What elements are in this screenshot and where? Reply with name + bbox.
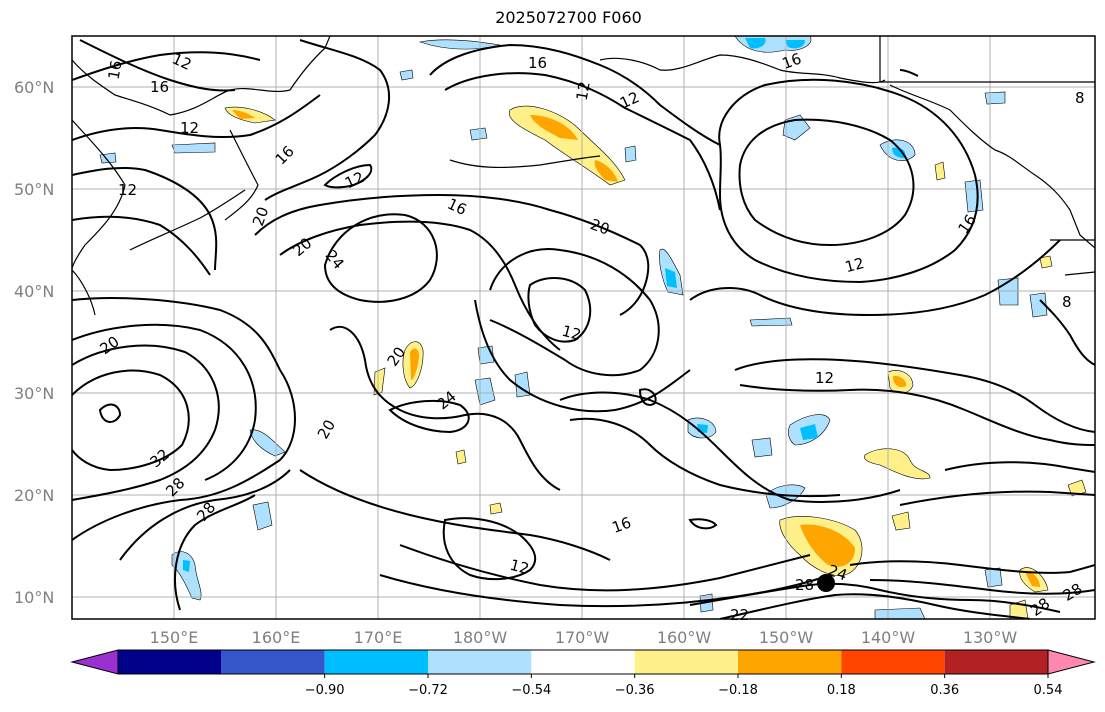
colorbar-extend-right — [1047, 649, 1096, 675]
contour-label: 20 — [314, 417, 339, 443]
colorbar: −0.90−0.72−0.54−0.36−0.180.180.360.540.7… — [70, 649, 1096, 698]
colorbar-cell — [634, 650, 738, 674]
contour-label: 12 — [573, 80, 594, 102]
contour-label: 16 — [105, 59, 126, 81]
map-frame — [71, 35, 1096, 620]
lat-label: 50°N — [14, 180, 54, 199]
lon-label: 160°W — [657, 628, 712, 647]
colorbar-tick-label: −0.72 — [408, 683, 448, 698]
contour-label: 22 — [730, 606, 749, 624]
colorbar-tick-label: −0.90 — [305, 683, 345, 698]
positive-shading — [224, 105, 1087, 619]
contour-label: 28 — [795, 576, 814, 594]
colorbar-tick-label: −0.18 — [718, 683, 758, 698]
lon-label: 150°E — [150, 628, 199, 647]
coastlines — [72, 36, 1095, 316]
contour-label: 16 — [528, 54, 547, 72]
contour-label: 28 — [193, 499, 219, 525]
map-plot — [72, 36, 1095, 619]
contour-label: 16 — [780, 49, 804, 72]
lon-label: 140°W — [861, 628, 916, 647]
lat-label: 60°N — [14, 78, 54, 97]
contour-label: 12 — [180, 119, 199, 137]
lon-label: 150°W — [759, 628, 814, 647]
location-marker — [817, 574, 835, 592]
colorbar-cell — [428, 650, 532, 674]
contour-label: 24 — [434, 387, 460, 413]
colorbar-cell — [841, 650, 945, 674]
colorbar-cell — [738, 650, 842, 674]
negative-shading — [99, 36, 1048, 619]
contour-label: 24 — [826, 561, 850, 584]
contour-label: 12 — [118, 181, 137, 199]
colorbar-tick-label: 0.18 — [827, 683, 856, 698]
lon-label: 170°E — [354, 628, 403, 647]
contour-label: 16 — [610, 513, 634, 536]
contour-label: 8 — [1062, 293, 1072, 311]
contour-label: 12 — [508, 556, 531, 578]
colorbar-tick-label: 0.54 — [1034, 683, 1063, 698]
colorbar-tick-label: 0.36 — [930, 683, 959, 698]
lon-label: 180°W — [453, 628, 508, 647]
contour-label: 8 — [1075, 89, 1085, 107]
lat-label: 20°N — [14, 486, 54, 505]
lat-label: 30°N — [14, 384, 54, 403]
colorbar-cell — [221, 650, 325, 674]
contour-label: 28 — [1027, 594, 1053, 620]
contour-label: 32 — [147, 445, 173, 471]
lon-label: 160°E — [252, 628, 301, 647]
contour-label: 12 — [560, 322, 583, 344]
contour-label: 12 — [815, 369, 834, 387]
contour-label: 20 — [588, 215, 612, 238]
lon-label: 170°W — [555, 628, 610, 647]
contour-label: 16 — [445, 195, 470, 219]
colorbar-cell — [531, 650, 635, 674]
contour-label: 12 — [843, 254, 866, 276]
contour-label: 20 — [97, 332, 123, 358]
lat-label: 40°N — [14, 282, 54, 301]
contour-label: 16 — [150, 78, 169, 96]
contour-label: 16 — [272, 142, 298, 168]
contour-label: 28 — [1060, 580, 1086, 605]
longitude-labels: 150°E 160°E 170°E 180°W 170°W 160°W 150°… — [150, 628, 1018, 647]
contour-label: 20 — [249, 204, 272, 228]
map-gridlines — [72, 36, 1095, 619]
latitude-labels: 60°N 50°N 40°N 30°N 20°N 10°N — [14, 78, 54, 607]
map-title: 2025072700 F060 — [495, 8, 642, 27]
contour-label: 12 — [617, 88, 642, 112]
colorbar-cell — [324, 650, 428, 674]
colorbar-tick-label: −0.54 — [511, 683, 551, 698]
colorbar-cell — [118, 650, 222, 674]
lon-label: 130°W — [963, 628, 1018, 647]
lat-label: 10°N — [14, 588, 54, 607]
colorbar-cell — [944, 650, 1048, 674]
colorbar-tick-label: −0.36 — [615, 683, 655, 698]
contour-lines — [72, 39, 1095, 619]
colorbar-extend-left — [70, 649, 119, 675]
